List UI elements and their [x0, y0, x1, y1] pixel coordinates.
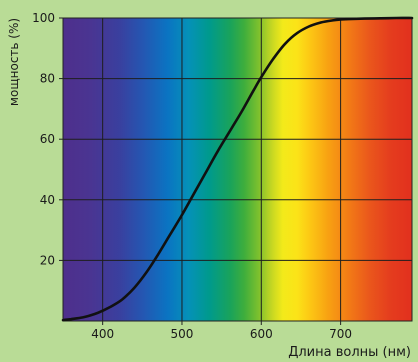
tick-marks: [59, 17, 342, 325]
y-tick-label: 100: [32, 11, 55, 25]
series-line: [61, 16, 414, 322]
plot-background: [63, 18, 412, 321]
y-axis-label: мощность (%): [7, 18, 21, 106]
y-tick-label: 40: [40, 193, 55, 207]
series-lines: [61, 16, 414, 322]
y-tick-labels: 20 40 60 80 100: [32, 11, 55, 267]
x-tick-label: 400: [91, 327, 114, 341]
x-axis-label: Длина волны (нм): [288, 345, 411, 360]
y-tick-label: 80: [40, 72, 55, 86]
x-tick-labels: 400 500 600 700: [91, 327, 352, 341]
x-tick-label: 600: [250, 327, 273, 341]
y-tick-label: 20: [40, 253, 55, 267]
x-tick-label: 500: [171, 327, 194, 341]
x-tick-label: 700: [329, 327, 352, 341]
grid: [63, 18, 412, 321]
plot-frame: [62, 17, 413, 322]
y-tick-label: 60: [40, 132, 55, 146]
